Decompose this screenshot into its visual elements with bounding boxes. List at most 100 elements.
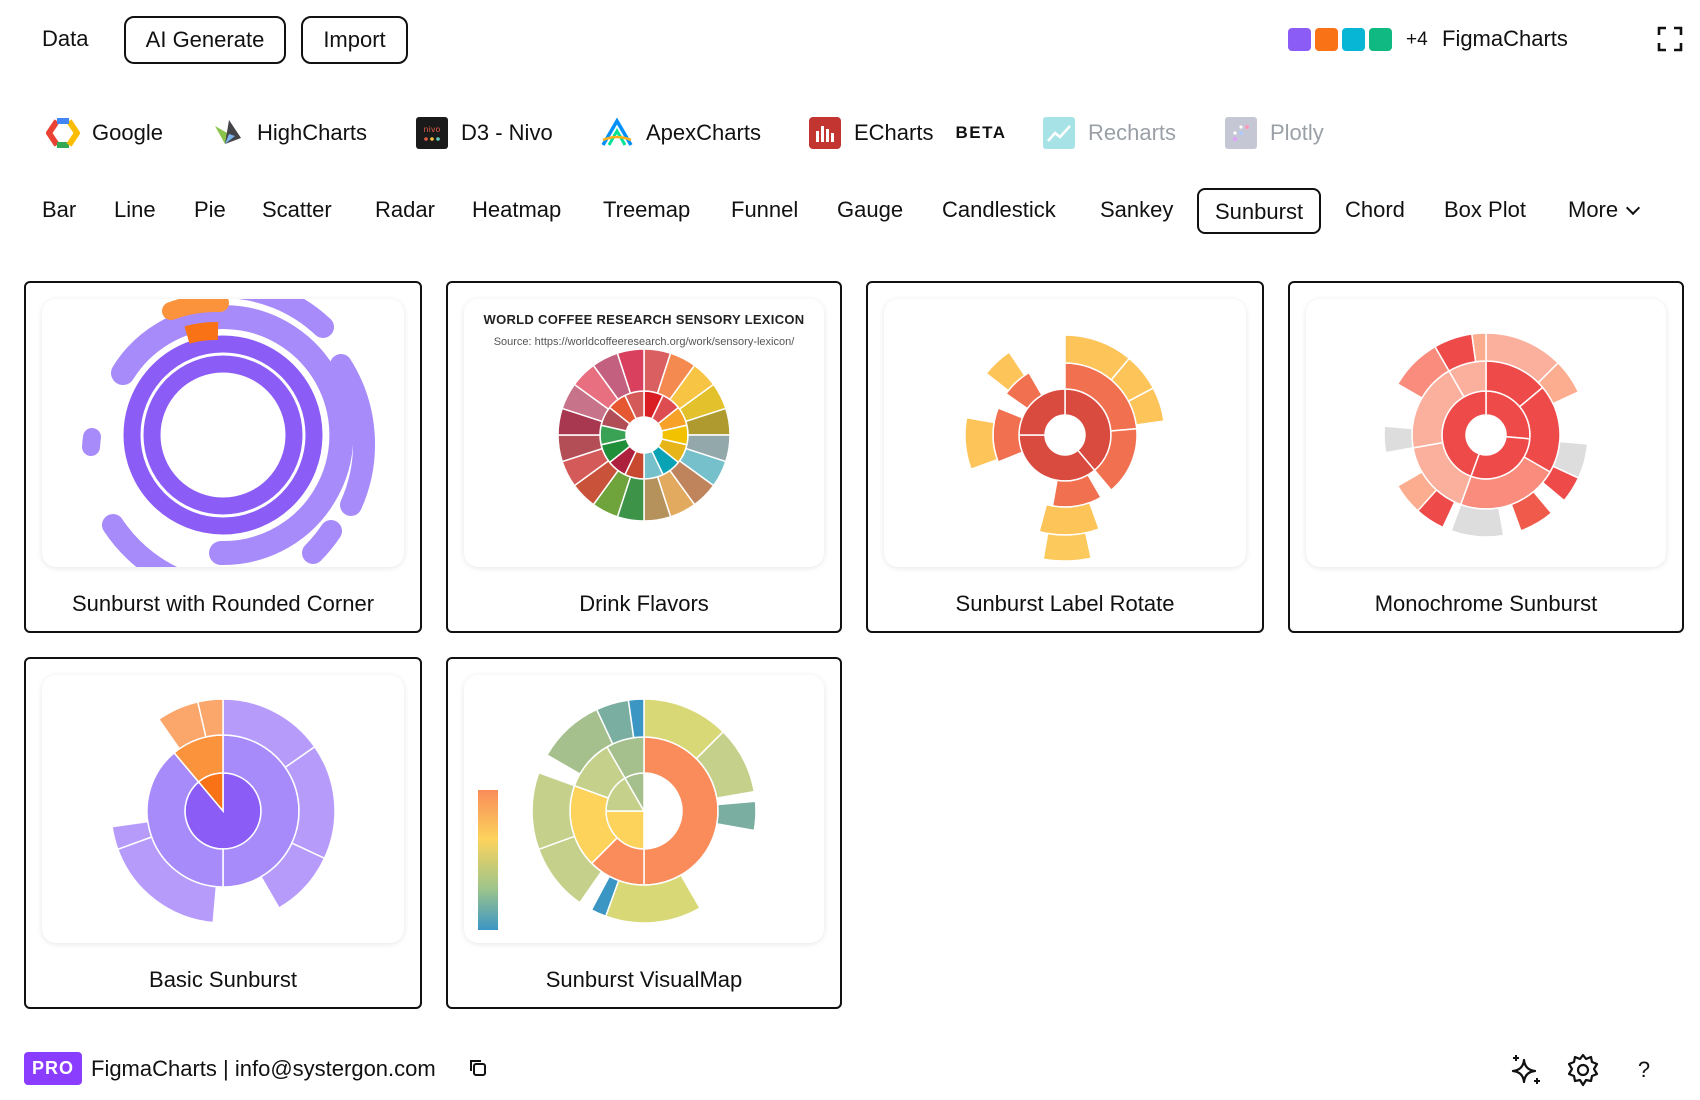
library-highcharts[interactable]: HighCharts: [211, 108, 367, 158]
library-nivo[interactable]: nivo D3 - Nivo: [415, 108, 553, 158]
card-title: Monochrome Sunburst: [1374, 591, 1598, 616]
ai-generate-button[interactable]: AI Generate: [124, 16, 286, 64]
sunburst-segment: [1127, 387, 1165, 426]
more-label: More: [1568, 197, 1619, 222]
copy-icon[interactable]: [468, 1058, 488, 1078]
tab-gauge[interactable]: Gauge: [837, 197, 904, 222]
brand-name: FigmaCharts: [1442, 26, 1568, 51]
sunburst-segment: [1396, 470, 1438, 512]
footer: PRO FigmaCharts | info@systergon.com ?: [0, 1044, 1700, 1092]
chart-thumbnail: [1306, 299, 1666, 567]
visual-map-legend[interactable]: [478, 790, 498, 930]
echarts-icon: [809, 117, 841, 149]
card-title: Sunburst VisualMap: [545, 967, 743, 992]
sunburst-segment: [992, 407, 1024, 463]
tab-sankey[interactable]: Sankey: [1100, 197, 1174, 222]
sunburst-segment: [1450, 503, 1505, 538]
color-palette[interactable]: [1288, 28, 1392, 51]
library-recharts[interactable]: Recharts: [1042, 108, 1176, 158]
sunburst-segment: [1510, 490, 1553, 532]
import-button[interactable]: Import: [301, 16, 408, 64]
library-label: Plotly: [1270, 120, 1324, 145]
chevron-down-icon: [1626, 200, 1641, 216]
tab-more[interactable]: More: [1568, 188, 1641, 234]
chart-card-label-rotate[interactable]: Sunburst Label Rotate: [866, 281, 1264, 633]
tab-scatter[interactable]: Scatter: [262, 197, 332, 222]
plotly-icon: [1225, 117, 1257, 149]
tab-radar[interactable]: Radar: [375, 197, 435, 222]
sunburst-segment: [1038, 501, 1101, 536]
sunburst-segment: [1541, 465, 1580, 502]
sunburst-rounded-graphic: [82, 299, 375, 567]
sunburst-segment: [196, 698, 224, 738]
chart-type-tabs: Bar Line Pie Scatter Radar Heatmap Treem…: [0, 188, 1700, 234]
gear-icon[interactable]: [1565, 1052, 1601, 1088]
fullscreen-icon[interactable]: [1657, 26, 1683, 52]
palette-more-count[interactable]: +4: [1406, 29, 1428, 50]
tab-line[interactable]: Line: [114, 197, 156, 222]
tab-sunburst[interactable]: Sunburst: [1197, 188, 1322, 234]
tab-bar[interactable]: Bar: [42, 197, 77, 222]
library-selector: Google HighCharts nivo D3 - Nivo ApexCha…: [0, 108, 1700, 158]
tab-treemap[interactable]: Treemap: [603, 197, 691, 222]
sunburst-segment: [531, 771, 576, 851]
library-label: HighCharts: [257, 120, 368, 145]
chart-title: WORLD COFFEE RESEARCH SENSORY LEXICON: [483, 312, 805, 327]
palette-swatch: [1369, 28, 1392, 51]
library-google[interactable]: Google: [46, 108, 163, 158]
chart-thumbnail: [464, 675, 824, 943]
sunburst-visualmap-graphic: [478, 698, 757, 930]
pro-badge[interactable]: PRO: [24, 1052, 82, 1085]
data-tab[interactable]: Data: [42, 26, 89, 51]
chart-thumbnail: [884, 299, 1246, 567]
sunburst-segment: [1093, 427, 1138, 492]
sunburst-segment: [1042, 531, 1093, 562]
library-plotly[interactable]: Plotly: [1224, 108, 1324, 158]
chart-thumbnail: [42, 675, 404, 943]
sunburst-segment: [259, 842, 326, 910]
chart-thumbnail: WORLD COFFEE RESEARCH SENSORY LEXICON So…: [464, 299, 824, 567]
chart-card-visualmap[interactable]: Sunburst VisualMap: [446, 657, 842, 1009]
library-echarts[interactable]: ECharts BETA: [808, 108, 1007, 158]
sunburst-segment: [616, 348, 645, 395]
library-apexcharts[interactable]: ApexCharts: [600, 108, 761, 158]
palette-swatch: [1315, 28, 1338, 51]
chart-card-drink-flavors[interactable]: WORLD COFFEE RESEARCH SENSORY LEXICON So…: [446, 281, 842, 633]
tab-heatmap[interactable]: Heatmap: [472, 197, 562, 222]
sparkle-icon[interactable]: [1508, 1052, 1544, 1088]
library-label: D3 - Nivo: [461, 120, 553, 145]
sunburst-segment: [1470, 332, 1487, 363]
chart-source: Source: https://worldcoffeeresearch.org/…: [493, 336, 795, 348]
card-title: Sunburst Label Rotate: [955, 591, 1175, 616]
apexcharts-icon: [601, 117, 633, 146]
nivo-icon: nivo: [416, 117, 448, 149]
palette-swatch: [1342, 28, 1365, 51]
chart-card-rounded-corner[interactable]: Sunburst with Rounded Corner: [24, 281, 422, 633]
drink-flavors-graphic: [557, 348, 731, 522]
tab-pie[interactable]: Pie: [194, 197, 226, 222]
tab-box-plot[interactable]: Box Plot: [1444, 197, 1526, 222]
help-icon[interactable]: ?: [1637, 1057, 1651, 1082]
sunburst-segment: [695, 730, 756, 800]
sunburst-segment: [590, 875, 620, 918]
library-label: Recharts: [1088, 120, 1177, 145]
card-title: Drink Flavors: [579, 591, 709, 616]
chart-card-monochrome[interactable]: Monochrome Sunburst: [1288, 281, 1684, 633]
library-label: Google: [92, 120, 163, 145]
highcharts-icon: [215, 120, 241, 144]
svg-text:nivo: nivo: [424, 125, 441, 134]
chart-card-basic[interactable]: Basic Sunburst: [24, 657, 422, 1009]
card-title: Sunburst with Rounded Corner: [71, 591, 375, 616]
google-icon: [46, 118, 80, 148]
sunburst-segment: [1383, 425, 1414, 454]
chart-thumbnail: [42, 299, 404, 567]
card-title: Basic Sunburst: [149, 967, 297, 992]
tab-chord[interactable]: Chord: [1345, 197, 1405, 222]
top-bar: Data AI Generate Import +4 FigmaCharts: [0, 0, 1700, 80]
tab-candlestick[interactable]: Candlestick: [942, 197, 1056, 222]
sunburst-monochrome-graphic: [1383, 332, 1589, 538]
tab-funnel[interactable]: Funnel: [731, 197, 799, 222]
sunburst-segment: [627, 698, 645, 739]
sunburst-label-rotate-graphic: [964, 334, 1165, 562]
sunburst-basic-graphic: [111, 698, 336, 924]
